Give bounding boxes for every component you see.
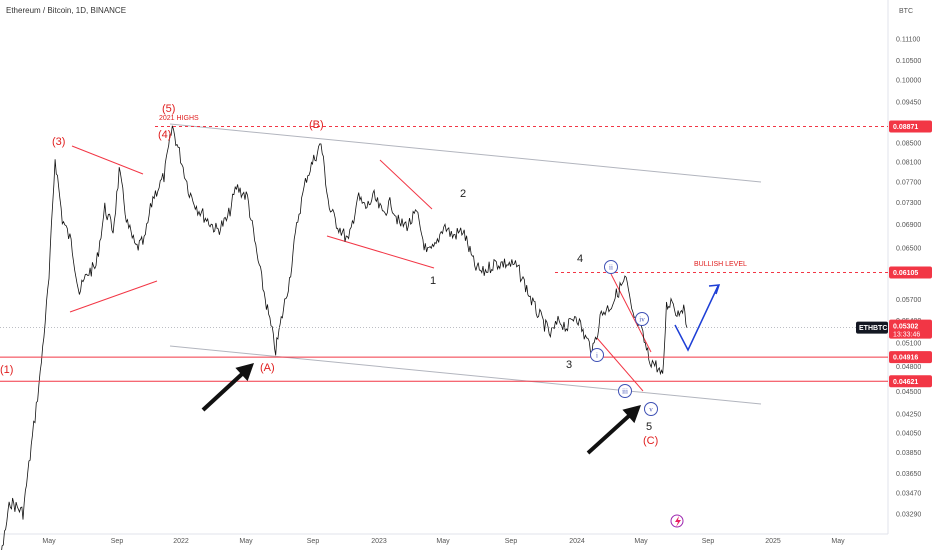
red-wave-label: (B) (309, 119, 324, 131)
red-wave-label: (4) (158, 129, 171, 141)
arrow-to-wave-a (201, 363, 254, 412)
price-level-tag (889, 266, 932, 279)
price-level-tag (889, 375, 932, 388)
y-tick-label: 0.03850 (896, 450, 921, 457)
circled-wave-marker (604, 260, 618, 274)
symbol-tag (856, 321, 888, 334)
x-tick-label: May (42, 538, 56, 545)
x-tick-label: Sep (111, 538, 124, 545)
y-tick-label: 0.03470 (896, 491, 921, 498)
y-tick-label: 0.11100 (896, 37, 920, 44)
y-tick-label: 0.10500 (896, 58, 921, 65)
black-wave-label: 4 (577, 253, 583, 265)
black-wave-label: 2 (460, 188, 466, 200)
x-tick-label: Sep (702, 538, 715, 545)
y-tick-label: 0.08100 (896, 160, 921, 167)
y-tick-label: 0.05100 (896, 340, 921, 347)
y-tick-label: 0.07700 (896, 179, 921, 186)
red-wave-label: (A) (260, 362, 275, 374)
price-level-label: 0.04621 (893, 379, 918, 386)
black-wave-label: 1 (430, 275, 436, 287)
wave-trendline (610, 273, 652, 353)
countdown-label: 13:33:46 (893, 332, 920, 339)
y-tick-label: 0.04050 (896, 430, 921, 437)
y-tick-label: 0.06500 (896, 246, 921, 253)
circled-wave-label: iii (622, 388, 628, 396)
y-tick-label: 0.03650 (896, 471, 921, 478)
x-tick-label: 2024 (569, 538, 585, 545)
y-tick-label: 0.05700 (896, 297, 921, 304)
y-tick-label: 0.06900 (896, 222, 921, 229)
y-tick-label: 0.04500 (896, 389, 921, 396)
red-wave-label: (3) (52, 136, 65, 148)
red-wave-label: (C) (643, 435, 658, 447)
wave-trendline (71, 145, 144, 175)
x-tick-label: May (634, 538, 648, 545)
black-wave-label: 3 (566, 359, 572, 371)
x-tick-label: Sep (505, 538, 518, 545)
price-level-tag (889, 351, 932, 364)
note-bullish-level: BULLISH LEVEL (694, 261, 747, 268)
circled-wave-marker (590, 348, 604, 362)
current-price-label: 0.05302 (893, 324, 918, 331)
price-level-tag (889, 120, 932, 133)
y-tick-label: 0.04800 (896, 364, 921, 371)
circled-wave-label: ii (609, 264, 613, 272)
y-tick-label: 0.07300 (896, 200, 921, 207)
x-tick-label: Sep (307, 538, 320, 545)
x-tick-label: 2023 (371, 538, 387, 545)
upper-channel-line (169, 123, 762, 183)
price-level-label: 0.04916 (893, 355, 918, 362)
x-tick-label: May (831, 538, 845, 545)
circled-wave-marker (644, 402, 658, 416)
projection-path (674, 285, 719, 352)
arrow-to-wave-c (586, 405, 641, 455)
black-wave-label: 5 (646, 421, 652, 433)
wave-trendline (69, 280, 158, 313)
circled-wave-marker (618, 384, 632, 398)
circled-wave-label: iv (639, 316, 645, 324)
red-wave-label: (1) (0, 364, 13, 376)
red-wave-label: (5) (162, 103, 175, 115)
projection-arrowhead (708, 284, 721, 295)
x-tick-label: 2022 (173, 538, 189, 545)
wave-trendline (326, 235, 435, 269)
price-line (1, 125, 688, 550)
y-tick-label: 0.04250 (896, 411, 921, 418)
lower-channel-line (169, 345, 762, 405)
chart-title: Ethereum / Bitcoin, 1D, BINANCE (6, 6, 126, 15)
wave-trendline (379, 159, 433, 210)
x-tick-label: 2025 (765, 538, 781, 545)
current-price-tag (889, 319, 932, 339)
x-tick-label: May (239, 538, 253, 545)
y-tick-label: 0.08500 (896, 141, 921, 148)
lightning-glyph (675, 516, 681, 527)
y-tick-label: 0.10000 (896, 77, 921, 84)
x-tick-label: May (436, 538, 450, 545)
y-tick-label: 0.03290 (896, 512, 921, 519)
circled-wave-label: v (649, 406, 653, 414)
wave-trendline (596, 337, 644, 392)
note-2021-highs: 2021 HIGHS (159, 115, 199, 122)
price-level-label: 0.06105 (893, 270, 918, 277)
circled-wave-label: i (596, 352, 598, 360)
symbol-tag-label: ETHBTC (859, 325, 887, 332)
circled-wave-marker (635, 312, 649, 326)
price-level-label: 0.08871 (893, 124, 918, 131)
axis-currency-label: BTC (899, 8, 913, 15)
y-tick-label: 0.09450 (896, 99, 921, 106)
